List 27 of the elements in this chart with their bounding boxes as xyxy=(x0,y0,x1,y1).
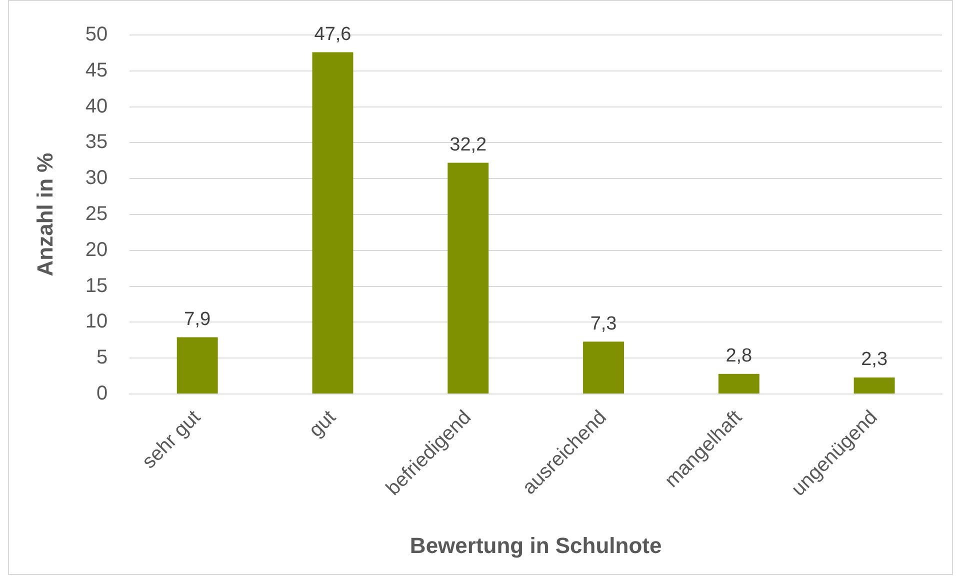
data-label: 7,9 xyxy=(184,308,211,330)
data-label: 32,2 xyxy=(450,134,487,156)
y-tick-label: 0 xyxy=(96,382,108,404)
data-label: 47,6 xyxy=(314,24,352,45)
y-axis-title: Anzahl in % xyxy=(32,152,58,276)
y-tick-label: 50 xyxy=(85,24,108,46)
data-label: 2,3 xyxy=(861,349,888,370)
y-tick-label: 10 xyxy=(85,310,108,333)
bar xyxy=(312,52,354,394)
y-tick-label: 5 xyxy=(96,346,108,369)
x-axis-title: Bewertung in Schulnote xyxy=(410,532,662,558)
y-tick-label: 30 xyxy=(85,167,108,190)
data-label: 7,3 xyxy=(590,313,617,334)
y-tick-label: 45 xyxy=(85,59,108,82)
x-tick-label: gut xyxy=(304,406,340,442)
y-tick-label: 25 xyxy=(85,203,108,226)
bar xyxy=(854,377,895,394)
data-label: 2,8 xyxy=(726,346,752,367)
y-tick-label: 35 xyxy=(85,131,108,154)
bar xyxy=(583,342,624,394)
x-tick-label: sehr gut xyxy=(138,406,206,473)
y-tick-label: 15 xyxy=(85,274,108,297)
bar xyxy=(176,337,218,394)
bar xyxy=(718,374,760,394)
y-tick-label: 40 xyxy=(85,95,108,118)
bar xyxy=(448,162,489,394)
y-tick-label: 20 xyxy=(85,238,108,261)
